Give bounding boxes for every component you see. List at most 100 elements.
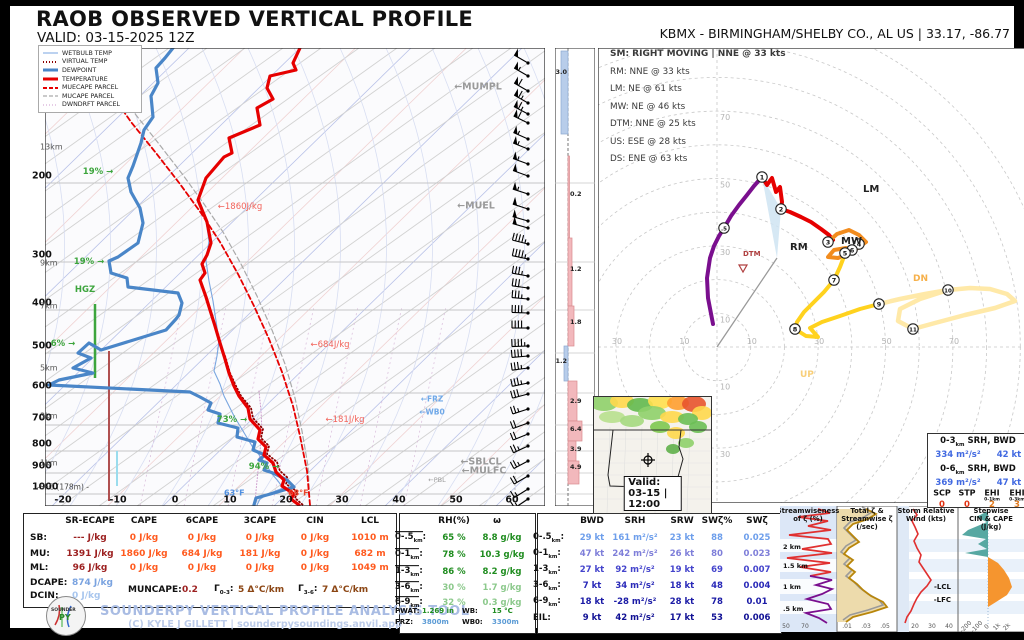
pressure-tick: 600 [32,380,52,392]
surface-temp-label: 68°F [288,488,309,498]
annotation: ←1860J/kg [217,202,263,212]
svg-text:40: 40 [945,623,953,630]
logo-text-bottom: PY [59,613,71,622]
annotation: ←WB0 [419,407,445,417]
x-tick: 30 [335,494,349,506]
srh-bwd-summary-box: 0-3km SRH, BWD 334 m²/s² 42 kt 0-6km SRH, B… [927,433,1024,510]
shear-header: SWζ% [701,516,733,526]
svg-text:3: 3 [826,238,831,246]
wb-label: WB: [462,607,478,615]
shear-value: 9 kt [582,613,602,623]
height-label: 1km [40,458,58,468]
pressure-tick: 400 [32,297,52,309]
x-tick: 20 [279,494,293,506]
svg-text:8: 8 [793,325,798,333]
hodo-label-UP: UP [800,370,814,380]
annotation: ←684J/kg [310,340,350,350]
svg-text:Stepwise: Stepwise [974,507,1009,515]
thermo-value: 181 J/kg [239,549,281,559]
wb-value: 15 °C [492,607,513,615]
mixing-ratio-value: 8.8 g/kg [482,533,522,543]
wind-barb [509,420,530,429]
pressure-tick: 900 [32,460,52,472]
shear-value: 88 [711,533,723,543]
svg-text:10: 10 [720,315,730,324]
wind-barb [513,109,530,125]
thermo-value: 0 J/kg [129,533,159,543]
svg-text:30: 30 [720,450,730,459]
svg-text:50: 50 [782,623,790,630]
gamma03-label: Γ0-3: [214,584,234,596]
param-header: SCP [933,488,951,498]
shear-table [537,513,782,634]
height-marker [873,298,885,310]
rh-row-label: 0-.5km: [395,531,426,544]
shear-header: SRH [624,516,646,526]
thermo-value: 0 J/kg [245,563,275,573]
pressure-tick: 1000 [32,481,59,493]
rh-row-label: 1-3km: [395,565,423,578]
svg-text:2 km: 2 km [783,543,801,551]
svg-text:Storm Relative: Storm Relative [898,507,955,515]
annotation: ←FRZ [420,394,444,404]
height-marker [828,274,840,286]
dcin-label: DCIN: [30,591,59,601]
wind-barb [511,248,530,261]
skewt-legend: WETBULB TEMP VIRTUAL TEMP DEWPOINT TEMPERAT… [38,45,142,114]
bwd-value: 47 kt [996,478,1022,488]
shear-value: 161 m²/s² [612,533,658,543]
dcape-value: 874 J/kg [72,578,113,588]
x-tick: 50 [449,494,463,506]
hodo-label-MW: MW [841,236,862,247]
svg-text:50: 50 [720,181,730,190]
svg-text:1.5 km: 1.5 km [783,562,808,570]
shear-row-label: 3-6km: [533,580,561,592]
legend-label: WETBULB TEMP [62,49,112,57]
x-tick: 40 [392,494,406,506]
shear-row-label: 1-3km: [533,564,561,576]
legend-label: DEWPOINT [62,66,97,74]
annotation: ←PBL [428,476,446,484]
legend-label: MUCAPE PARCEL [62,92,115,100]
svg-text:.03: .03 [861,623,871,630]
shear-value: 0.006 [743,613,771,623]
height-label: 13km [40,142,63,152]
rh-value: 86 % [442,567,466,577]
thermo-value: 0 J/kg [300,549,330,559]
shear-value: 53 [711,613,723,623]
pwat-value: 1.269 in [422,607,454,615]
mixing-ratio-value: 10.3 g/kg [479,550,525,560]
svg-text:6.4: 6.4 [570,425,582,433]
figure: RAOB OBSERVED VERTICAL PROFILE VALID: 03… [10,6,1024,636]
storm-motion-line: MW: NE @ 46 kts [610,101,686,112]
srh-value: 369 m²/s² [935,478,981,488]
svg-text:6: 6 [850,246,855,254]
x-tick: -20 [54,494,72,506]
pressure-tick: 200 [32,170,52,182]
height-label: 3km [40,411,58,421]
dtm-marker [737,264,749,274]
frz-label: FRZ: [395,618,414,626]
x-tick: 10 [223,494,237,506]
annotation: ←MULFC [461,465,507,477]
shear-value: 80 [711,549,723,559]
logo-text-top: SOUNDER [51,608,76,613]
legend-item: MUECAPE PARCEL [43,83,137,92]
mixing-ratio-value: 8.2 g/kg [482,567,522,577]
annotation: 73% → [216,415,248,425]
height-marker [789,323,801,335]
muncape-label: MUNCAPE: [128,585,182,595]
annotation: ←MUEL [457,200,495,212]
height-marker [839,247,851,259]
svg-text:50: 50 [882,337,892,346]
svg-text:7: 7 [832,276,837,284]
rh-value: 78 % [442,550,466,560]
wind-barb [512,136,530,151]
svg-text:20: 20 [911,623,919,630]
wind-barb [512,151,530,166]
thermo-value: 0 J/kg [300,533,330,543]
pressure-tick: 300 [32,249,52,261]
param-header: EHI [984,488,1000,498]
pwat-label: PWAT: [395,607,420,615]
thermo-header: SR-ECAPE [65,516,115,526]
